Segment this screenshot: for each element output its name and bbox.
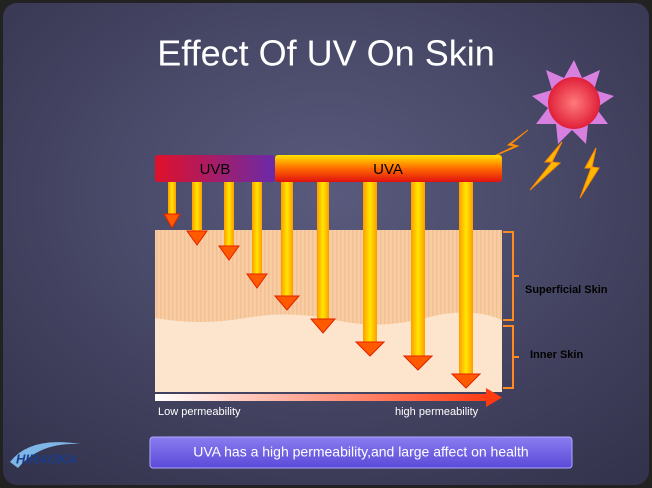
uvb-label: UVB (200, 161, 231, 178)
logo-text: HIRAOKA (16, 451, 77, 466)
uva-label: UVA (373, 161, 403, 178)
uv-arrow (411, 182, 425, 358)
low-permeability: Low permeability (158, 406, 241, 418)
uv-arrow (224, 182, 234, 248)
inner-label: Inner Skin (530, 349, 583, 361)
uv-arrow (317, 182, 329, 321)
uv-arrow (168, 182, 176, 216)
uv-arrow (281, 182, 293, 298)
uv-arrow (459, 182, 473, 376)
slide: Effect Of UV On Skin UVB UVA Superficial… (0, 0, 652, 488)
uv-arrow (363, 182, 377, 344)
title: Effect Of UV On Skin (157, 33, 494, 74)
uv-arrow (192, 182, 202, 233)
caption: UVA has a high permeability,and large af… (193, 444, 528, 460)
high-permeability: high permeability (395, 406, 479, 418)
superficial-label: Superficial Skin (525, 284, 608, 296)
uv-arrow (252, 182, 262, 276)
